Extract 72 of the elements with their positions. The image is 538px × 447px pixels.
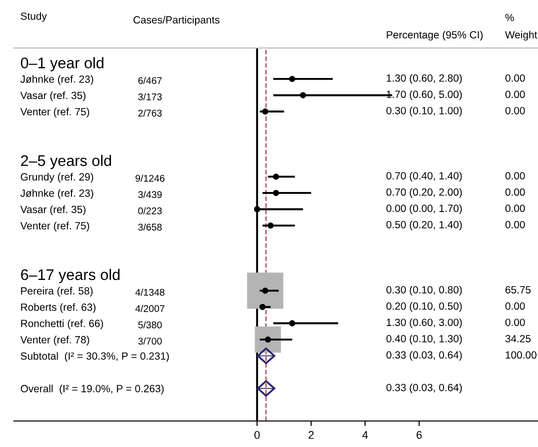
annotation: 1.30 (0.60, 2.80)	[386, 74, 462, 84]
annotation: 2/763	[138, 109, 162, 117]
annotation: 3/658	[138, 223, 162, 231]
x-tick-label: 0	[254, 431, 260, 439]
annotation: 1.30 (0.60, 3.00)	[386, 318, 462, 328]
text: % Weight	[505, 14, 538, 41]
point	[300, 92, 306, 98]
text: Cases/Participants	[134, 16, 220, 26]
annotation: 3/173	[138, 93, 162, 100]
annotation: 34.25	[505, 334, 531, 342]
annotation: 0.00	[505, 90, 525, 98]
point	[268, 222, 274, 229]
y-tick-label: Vasar (ref. 35)	[20, 91, 86, 102]
annotation: 0.00	[505, 318, 525, 326]
y-tick-label: 0–1 year old	[20, 57, 104, 72]
annotation: 6/467	[138, 76, 162, 84]
y-tick-label: Pereira (ref. 58)	[21, 286, 93, 297]
y-tick-label: Overall (I² = 19.0%, P = 0.263)	[20, 384, 164, 394]
annotation: 0/223	[138, 207, 162, 214]
annotation: 0.70 (0.40, 1.40)	[386, 172, 462, 182]
point	[262, 108, 268, 115]
annotation: 100.00	[506, 351, 536, 359]
point	[272, 190, 280, 196]
annotation: 4/2007	[135, 304, 164, 312]
annotation: 5/380	[138, 321, 162, 328]
annotation: 0.00	[505, 188, 525, 196]
y-tick-label: Grundy (ref. 29)	[20, 172, 94, 183]
annotation: 0.00	[505, 106, 525, 114]
annotation: 9/1246	[136, 174, 164, 182]
point	[254, 206, 260, 212]
annotation: 0.33 (0.03, 0.64)	[386, 350, 462, 361]
x-tick-label: 6	[416, 431, 422, 439]
point	[272, 174, 280, 180]
point	[289, 76, 296, 82]
y-tick-label: Vasar (ref. 35)	[20, 205, 86, 216]
y-tick-label: 6–17 years old	[21, 268, 120, 284]
y-tick-label: Venter (ref. 75)	[20, 108, 90, 118]
y-tick-label: Venter (ref. 78)	[20, 336, 90, 346]
y-tick-label: Roberts (ref. 63)	[21, 303, 96, 313]
x-tick-label: 4	[362, 431, 368, 439]
annotation: 3/439	[138, 190, 162, 198]
y-tick-label: Jøhnke (ref. 23)	[20, 75, 94, 85]
annotation: 1.70 (0.60, 5.00)	[386, 90, 462, 100]
point	[289, 320, 296, 326]
annotation: 3/700	[138, 337, 162, 345]
y-tick-label: Subtotal (I² = 30.3%, P = 0.231)	[20, 352, 169, 362]
annotation: 0.00	[505, 74, 525, 82]
annotation: 0.30 (0.10, 1.00)	[386, 106, 462, 116]
annotation: 0.30 (0.10, 0.80)	[386, 286, 462, 296]
y-axis-title: Study	[20, 12, 47, 22]
annotation: 0.00	[505, 204, 525, 212]
annotation: 4/1348	[135, 288, 164, 296]
annotation: 0.00	[505, 220, 525, 228]
annotation: 0.00 (0.00, 1.70)	[386, 204, 462, 214]
point	[257, 348, 276, 364]
y-tick-label: Venter (ref. 75)	[20, 222, 90, 232]
annotation: 0.00	[505, 302, 525, 310]
y-tick-label: Jøhnke (ref. 23)	[20, 189, 94, 199]
annotation: 0.50 (0.20, 1.40)	[386, 220, 462, 230]
annotation: 0.40 (0.10, 1.30)	[386, 334, 462, 344]
point	[259, 304, 266, 310]
point	[257, 380, 276, 397]
annotation: 65.75	[506, 286, 531, 294]
text: Percentage (95% CI)	[386, 30, 483, 41]
annotation: 0.20 (0.10, 0.50)	[386, 302, 462, 312]
annotation: 0.00	[505, 172, 525, 180]
point	[262, 288, 268, 294]
x-tick-label: 2	[308, 431, 314, 439]
y-tick-label: 2–5 years old	[21, 154, 112, 170]
annotation: 0.33 (0.03, 0.64)	[386, 384, 462, 394]
y-tick-label: Ronchetti (ref. 66)	[21, 319, 104, 330]
annotation: 0.70 (0.20, 2.00)	[386, 188, 462, 198]
